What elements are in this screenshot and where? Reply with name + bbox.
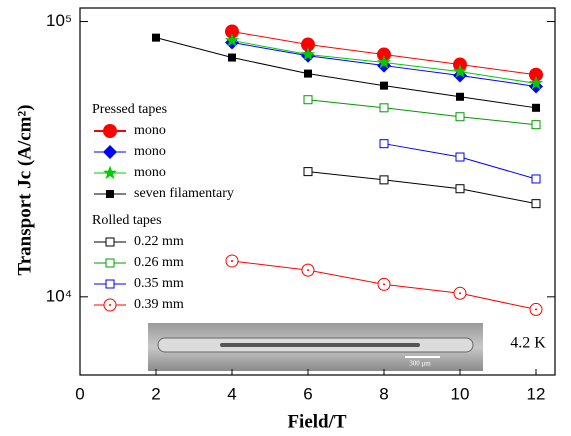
- legend-marker: [102, 165, 118, 180]
- y-tick-label: 10⁴: [46, 286, 72, 305]
- annotation: 4.2 K: [510, 335, 546, 352]
- legend-label: 0.22 mm: [134, 234, 184, 249]
- legend-label: mono: [134, 144, 166, 159]
- marker: [377, 47, 391, 62]
- marker: [455, 184, 465, 194]
- x-tick-label: 12: [527, 384, 546, 403]
- marker: [532, 103, 540, 112]
- marker-dot: [231, 259, 233, 262]
- inset-scale: 300 μm: [409, 360, 431, 368]
- legend-label: mono: [134, 123, 166, 138]
- plot-frame: [79, 7, 556, 376]
- legend-label: seven filamentary: [134, 186, 234, 201]
- marker-dot: [109, 304, 111, 306]
- marker: [379, 175, 389, 185]
- marker-dot: [535, 308, 537, 311]
- legend-marker: [103, 145, 117, 159]
- series-line: [155, 37, 537, 109]
- marker: [380, 81, 388, 90]
- x-tick-label: 10: [451, 384, 470, 403]
- marker-dot: [383, 283, 385, 286]
- marker-dot: [307, 269, 309, 272]
- x-tick-label: 6: [303, 384, 312, 403]
- marker: [304, 69, 312, 78]
- series-line: [307, 171, 537, 205]
- marker: [529, 67, 543, 82]
- marker: [376, 55, 392, 69]
- marker: [531, 174, 541, 184]
- marker: [300, 47, 316, 61]
- marker: [224, 33, 240, 47]
- legend-marker: [105, 237, 115, 247]
- marker: [303, 167, 313, 177]
- legend-marker: [105, 279, 115, 289]
- legend-marker: [106, 190, 114, 198]
- marker: [152, 33, 160, 42]
- marker: [531, 120, 541, 130]
- y-tick-label: 10⁵: [46, 11, 72, 30]
- y-axis-title: Transport Jc (A/cm²): [14, 104, 35, 275]
- marker: [301, 37, 315, 52]
- marker: [528, 75, 544, 90]
- x-tick-label: 2: [151, 384, 160, 403]
- legend-label: 0.39 mm: [134, 297, 184, 312]
- legend-label: 0.26 mm: [134, 255, 184, 270]
- marker: [456, 92, 464, 101]
- marker: [452, 64, 468, 78]
- marker: [455, 152, 465, 162]
- legend-heading: Rolled tapes: [92, 213, 162, 228]
- x-axis-title: Field/T: [287, 411, 346, 432]
- legend-label: mono: [134, 165, 166, 180]
- marker-dot: [459, 292, 461, 295]
- marker: [531, 199, 541, 209]
- x-tick-label: 0: [75, 384, 84, 403]
- inset-image: 300 μm: [148, 323, 483, 371]
- marker: [455, 112, 465, 122]
- marker: [225, 24, 239, 39]
- x-tick-label: 4: [227, 384, 236, 403]
- marker: [228, 53, 236, 62]
- marker: [379, 139, 389, 149]
- legend-heading: Pressed tapes: [92, 102, 167, 117]
- series-line: [307, 99, 537, 126]
- marker: [303, 95, 313, 105]
- x-tick-label: 8: [379, 384, 388, 403]
- marker: [379, 103, 389, 113]
- legend-label: 0.35 mm: [134, 276, 184, 291]
- legend-marker: [103, 124, 117, 138]
- legend-marker: [105, 258, 115, 268]
